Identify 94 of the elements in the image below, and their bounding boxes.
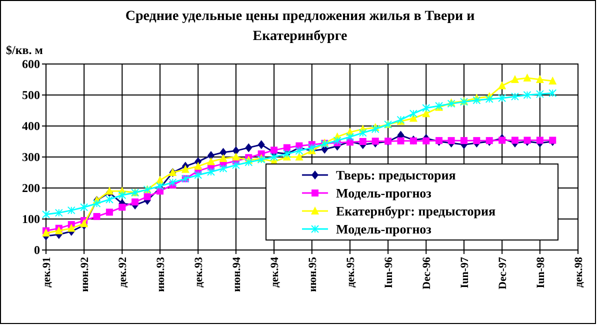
- point: [548, 76, 557, 85]
- point: [80, 203, 88, 212]
- point: [244, 158, 253, 166]
- point: [283, 144, 290, 152]
- point: [219, 164, 228, 172]
- point: [536, 75, 544, 83]
- point: [67, 224, 76, 232]
- y-axis-title: $/кв. м: [6, 43, 43, 57]
- point: [536, 136, 544, 144]
- y-tick-label: 500: [22, 88, 40, 102]
- y-tick-label: 600: [22, 57, 40, 72]
- point: [359, 138, 366, 145]
- x-tick-label: июн.92: [78, 256, 91, 292]
- point: [54, 226, 63, 234]
- point: [206, 168, 215, 176]
- x-tick-label: дек.92: [117, 256, 129, 288]
- point: [106, 208, 113, 216]
- point: [358, 128, 367, 137]
- point: [498, 94, 506, 102]
- point: [548, 89, 557, 98]
- point: [54, 208, 63, 217]
- point: [92, 200, 101, 208]
- x-tick-label: дек.91: [40, 257, 53, 288]
- point: [485, 95, 494, 104]
- legend-label: Модель-прогноз: [336, 186, 432, 201]
- point: [144, 193, 151, 200]
- x-tick-label: дек.95: [344, 256, 357, 288]
- x-tick-label: дек.93: [192, 256, 205, 288]
- x-tick-label: Iun-97: [458, 256, 471, 288]
- point: [409, 114, 418, 122]
- x-tick-label: дек.98: [572, 256, 585, 288]
- point: [232, 161, 240, 170]
- x-tick-label: июн.94: [230, 256, 243, 292]
- point: [206, 157, 215, 166]
- point: [118, 191, 126, 200]
- point: [93, 213, 100, 220]
- point: [472, 96, 481, 104]
- y-tick-label: 200: [22, 181, 40, 196]
- point: [536, 90, 544, 98]
- legend-label: Модель-прогноз: [336, 222, 432, 237]
- point: [220, 148, 227, 157]
- point: [258, 140, 265, 150]
- point: [510, 75, 519, 83]
- point: [498, 136, 506, 144]
- point: [232, 152, 240, 160]
- point: [409, 110, 418, 118]
- y-tick-label: 0: [34, 243, 40, 258]
- x-tick-label: июн.93: [154, 256, 167, 292]
- point: [118, 204, 126, 211]
- x-tick-label: Dec-96: [420, 256, 433, 290]
- legend-label: Тверь: предыстория: [336, 168, 456, 183]
- point: [333, 136, 342, 145]
- chart-title: Средние удельные цены предложения жилья в Твери и Екатеринбурге: [125, 9, 475, 44]
- point: [346, 132, 354, 141]
- point: [194, 162, 202, 170]
- point: [194, 170, 202, 179]
- y-tick-label: 100: [22, 212, 40, 226]
- point: [245, 143, 252, 152]
- point: [80, 219, 88, 228]
- point: [67, 206, 76, 214]
- point: [397, 137, 404, 144]
- point: [168, 178, 177, 186]
- y-tick-label: 400: [22, 119, 40, 134]
- point: [232, 146, 240, 156]
- point: [105, 186, 114, 195]
- point: [510, 92, 519, 101]
- point: [270, 153, 278, 161]
- point: [308, 144, 316, 152]
- point: [207, 150, 214, 160]
- point: [448, 137, 455, 144]
- point: [460, 137, 468, 144]
- point: [422, 104, 430, 112]
- x-tick-label: Iun-96: [382, 256, 395, 288]
- x-tick-label: дек.94: [268, 256, 281, 288]
- x-tick-label: Dec-97: [496, 256, 509, 290]
- point: [473, 137, 480, 144]
- point: [132, 198, 139, 206]
- x-tick-label: июн.95: [306, 256, 319, 292]
- x-tick-label: Iun-98: [534, 256, 547, 288]
- point: [523, 91, 532, 99]
- point: [295, 146, 304, 155]
- point: [105, 195, 114, 204]
- point: [181, 164, 190, 173]
- point: [422, 137, 430, 144]
- point: [372, 138, 379, 145]
- point: [511, 136, 518, 144]
- y-tick-label: 300: [22, 150, 40, 164]
- point: [523, 73, 532, 82]
- point: [498, 81, 506, 90]
- point: [295, 152, 304, 160]
- legend-label: Екатернбург: предыстория: [336, 204, 496, 219]
- point: [42, 210, 50, 218]
- point: [219, 154, 228, 162]
- point: [270, 146, 278, 154]
